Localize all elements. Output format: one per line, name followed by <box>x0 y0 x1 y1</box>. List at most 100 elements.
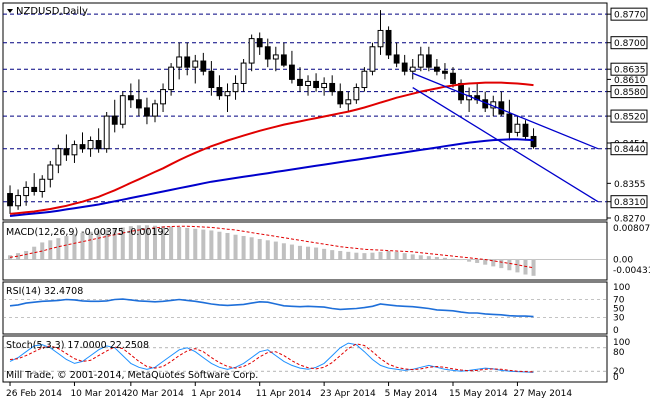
macd-bar <box>515 259 520 273</box>
macd-bar <box>499 259 504 269</box>
candle <box>442 63 448 80</box>
candle-body <box>127 95 134 101</box>
candle <box>248 34 255 72</box>
candle <box>184 42 191 76</box>
candle <box>127 83 134 108</box>
macd-bar <box>306 246 311 260</box>
candle-body <box>506 113 513 133</box>
macd-bar <box>531 259 536 276</box>
macd-bar <box>314 247 319 260</box>
macd-bar <box>386 250 391 260</box>
candle-body <box>305 80 311 87</box>
candle-body <box>385 29 392 56</box>
candle-body <box>256 38 263 48</box>
candle <box>31 173 38 196</box>
macd-axis-label: -0.00431 <box>613 266 650 276</box>
macd-label: MACD(12,26,9) -0.00375 -0.00192 <box>6 227 170 238</box>
macd-bar <box>120 227 125 260</box>
rsi-line <box>9 298 534 318</box>
macd-bar <box>378 251 383 260</box>
main-price-panel[interactable] <box>2 2 608 221</box>
macd-bar <box>394 251 399 260</box>
macd-histogram <box>8 225 536 276</box>
candle <box>176 42 183 80</box>
time-axis-label: 1 Apr 2014 <box>191 389 241 399</box>
candle-body <box>442 70 448 74</box>
candle <box>450 67 456 88</box>
candle-body <box>152 103 158 117</box>
macd-bar <box>56 238 61 260</box>
macd-signal-line <box>9 225 534 269</box>
macd-bar <box>273 241 278 260</box>
stoch-main-line <box>9 342 534 373</box>
time-axis-label: 11 Apr 2014 <box>256 389 312 399</box>
candle <box>530 128 537 149</box>
price-label-text: 0.8770 <box>614 11 646 21</box>
candle-body <box>522 123 529 137</box>
candle-body <box>224 91 231 97</box>
candle-body <box>530 135 537 148</box>
price-level-label: 0.8610 <box>607 76 646 86</box>
candle <box>280 42 287 68</box>
price-level-label: 0.8355 <box>607 180 646 190</box>
macd-bar <box>177 227 182 260</box>
stoch-panel[interactable] <box>2 335 608 383</box>
macd-bar <box>426 256 431 260</box>
channel-upper-line[interactable] <box>412 72 599 150</box>
candle <box>409 59 416 80</box>
rsi-axis-label: 70 <box>613 296 625 306</box>
macd-bar <box>322 248 327 260</box>
candle-body <box>31 186 38 193</box>
macd-bar <box>209 230 214 260</box>
rsi-label: RSI(14) 32.4708 <box>6 286 83 297</box>
time-axis-label: 23 Apr 2014 <box>320 389 376 399</box>
macd-bar <box>281 243 286 260</box>
price-level-label: 0.8310 <box>607 195 648 209</box>
macd-bar <box>338 250 343 260</box>
candle-body <box>135 99 142 109</box>
rsi-axis-label: 0 <box>613 326 619 336</box>
stoch-axis-label: 80 <box>613 348 625 358</box>
macd-bar <box>112 228 117 260</box>
candle <box>272 46 279 72</box>
macd-bar <box>410 254 415 260</box>
macd-bar <box>434 256 439 260</box>
macd-bar <box>185 227 190 260</box>
candle <box>71 140 78 163</box>
macd-bar <box>136 225 141 260</box>
chart-menu-arrow-icon[interactable] <box>7 9 13 13</box>
candle-body <box>192 60 199 68</box>
price-label-text: 0.8440 <box>614 145 646 155</box>
candle <box>385 26 392 59</box>
ma-slow-line <box>9 138 534 217</box>
macd-panel[interactable] <box>2 221 608 281</box>
rsi-panel[interactable] <box>2 281 608 335</box>
stoch-signal-line <box>9 343 534 373</box>
price-level-label: 0.8770 <box>607 7 648 21</box>
price-level-label: 0.8580 <box>607 85 648 99</box>
macd-bar <box>16 253 21 260</box>
candle <box>361 67 368 92</box>
stoch-label: Stoch(5,3,3) 17.0000 22.2508 <box>6 340 149 351</box>
macd-bar <box>459 259 464 261</box>
macd-bar <box>152 225 158 260</box>
candle <box>232 75 239 100</box>
macd-bar <box>241 236 246 260</box>
candle <box>369 42 376 76</box>
candle-body <box>79 144 86 150</box>
candle-body <box>377 29 384 48</box>
rsi-grid <box>3 299 607 318</box>
price-label-text: 0.8270 <box>614 215 646 225</box>
candle <box>321 77 328 96</box>
candle-body <box>401 62 408 72</box>
channel-lower-line[interactable] <box>412 86 599 203</box>
macd-bar <box>370 252 375 260</box>
macd-bar <box>128 226 133 260</box>
candle <box>192 54 199 84</box>
candle <box>103 112 110 153</box>
price-level-label: 0.8270 <box>607 215 646 225</box>
candle <box>39 175 46 198</box>
candle <box>353 83 360 104</box>
